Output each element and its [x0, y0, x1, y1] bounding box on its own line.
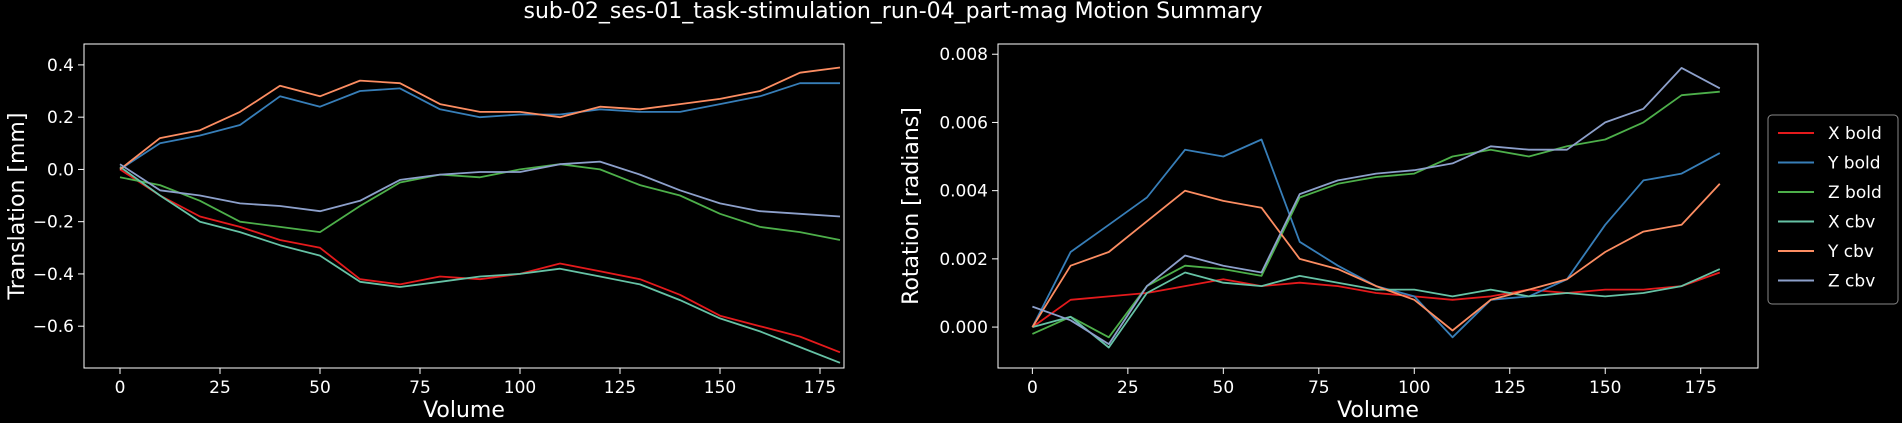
legend-label: Z cbv: [1828, 272, 1875, 292]
legend-entry: Z cbv: [1778, 272, 1875, 292]
x-axis-label: Volume: [1337, 398, 1419, 423]
y-tick-label: 0.000: [939, 318, 988, 338]
y-tick-label: 0.0: [47, 160, 74, 180]
x-tick-label: 175: [804, 378, 836, 398]
x-tick-label: 75: [409, 378, 431, 398]
x-tick-label: 125: [604, 378, 636, 398]
y-tick-label: 0.004: [939, 182, 988, 202]
series-line-y-bold: [119, 82, 840, 171]
legend-label: Y cbv: [1827, 242, 1874, 262]
series-line-y-cbv: [119, 66, 841, 171]
legend-label: X cbv: [1828, 213, 1875, 233]
x-tick-label: 150: [1589, 378, 1621, 398]
chart-panel-1: 0 25 50 75 100 125 150 175 −0.6 −0.4 −0.2 0.0 0.2 0.4…: [5, 43, 845, 423]
legend-entry: Y cbv: [1778, 242, 1874, 262]
x-tick-label: 25: [1117, 378, 1139, 398]
series-line-z-cbv: [1032, 67, 1721, 346]
plot-frame: [997, 43, 1759, 369]
y-tick-label: −0.6: [33, 317, 74, 337]
plot-frame: [83, 43, 845, 369]
series-line-z-bold: [119, 163, 841, 241]
x-tick-label: 150: [704, 378, 736, 398]
legend-entry: Z bold: [1778, 183, 1882, 203]
x-tick-label: 50: [1213, 378, 1235, 398]
y-axis-label: Translation [mm]: [5, 113, 30, 301]
y-tick-label: 0.2: [47, 108, 74, 128]
legend-entry: X bold: [1778, 124, 1882, 144]
x-tick-label: 50: [309, 378, 331, 398]
legend-label: Y bold: [1827, 154, 1881, 174]
x-tick-label: 175: [1684, 378, 1716, 398]
series-line-x-cbv: [119, 166, 841, 364]
x-axis-label: Volume: [423, 398, 505, 423]
series-line-x-bold: [119, 168, 841, 354]
y-tick-label: 0.006: [939, 113, 988, 133]
x-tick-label: 125: [1494, 378, 1526, 398]
legend-label: X bold: [1828, 124, 1882, 144]
legend-entry: X cbv: [1778, 213, 1875, 233]
x-tick-label: 25: [209, 378, 231, 398]
y-tick-label: −0.4: [33, 265, 74, 285]
series-line-z-cbv: [119, 160, 841, 218]
chart-panel-2: 0 25 50 75 100 125 150 175 0.000 0.002 0.004 0.006 0…: [899, 43, 1759, 423]
figure-title: sub-02_ses-01_task-stimulation_run-04_pa…: [524, 0, 1263, 24]
series-line-z-bold: [1032, 90, 1720, 339]
series-line-x-cbv: [1032, 268, 1721, 349]
chart-panels: 0 25 50 75 100 125 150 175 −0.6 −0.4 −0.2 0.0 0.2 0.4…: [5, 43, 1759, 423]
x-tick-label: 100: [1398, 378, 1430, 398]
series-line-y-cbv: [1031, 183, 1721, 332]
y-tick-label: 0.008: [939, 45, 988, 65]
x-tick-label: 75: [1308, 378, 1330, 398]
x-tick-label: 100: [504, 378, 536, 398]
series-line-x-bold: [1031, 271, 1721, 328]
y-tick-label: 0.4: [47, 56, 74, 76]
legend-entry: Y bold: [1778, 154, 1881, 174]
legend: X bold Y bold Z bold X cbv Y cbv Z cbv: [1767, 114, 1899, 305]
series-line-y-bold: [1031, 138, 1721, 339]
y-tick-label: −0.2: [33, 213, 74, 233]
legend-label: Z bold: [1828, 183, 1882, 203]
x-tick-label: 0: [115, 378, 126, 398]
x-tick-label: 0: [1027, 378, 1038, 398]
y-axis-label: Rotation [radians]: [899, 107, 924, 305]
y-tick-label: 0.002: [939, 250, 988, 270]
